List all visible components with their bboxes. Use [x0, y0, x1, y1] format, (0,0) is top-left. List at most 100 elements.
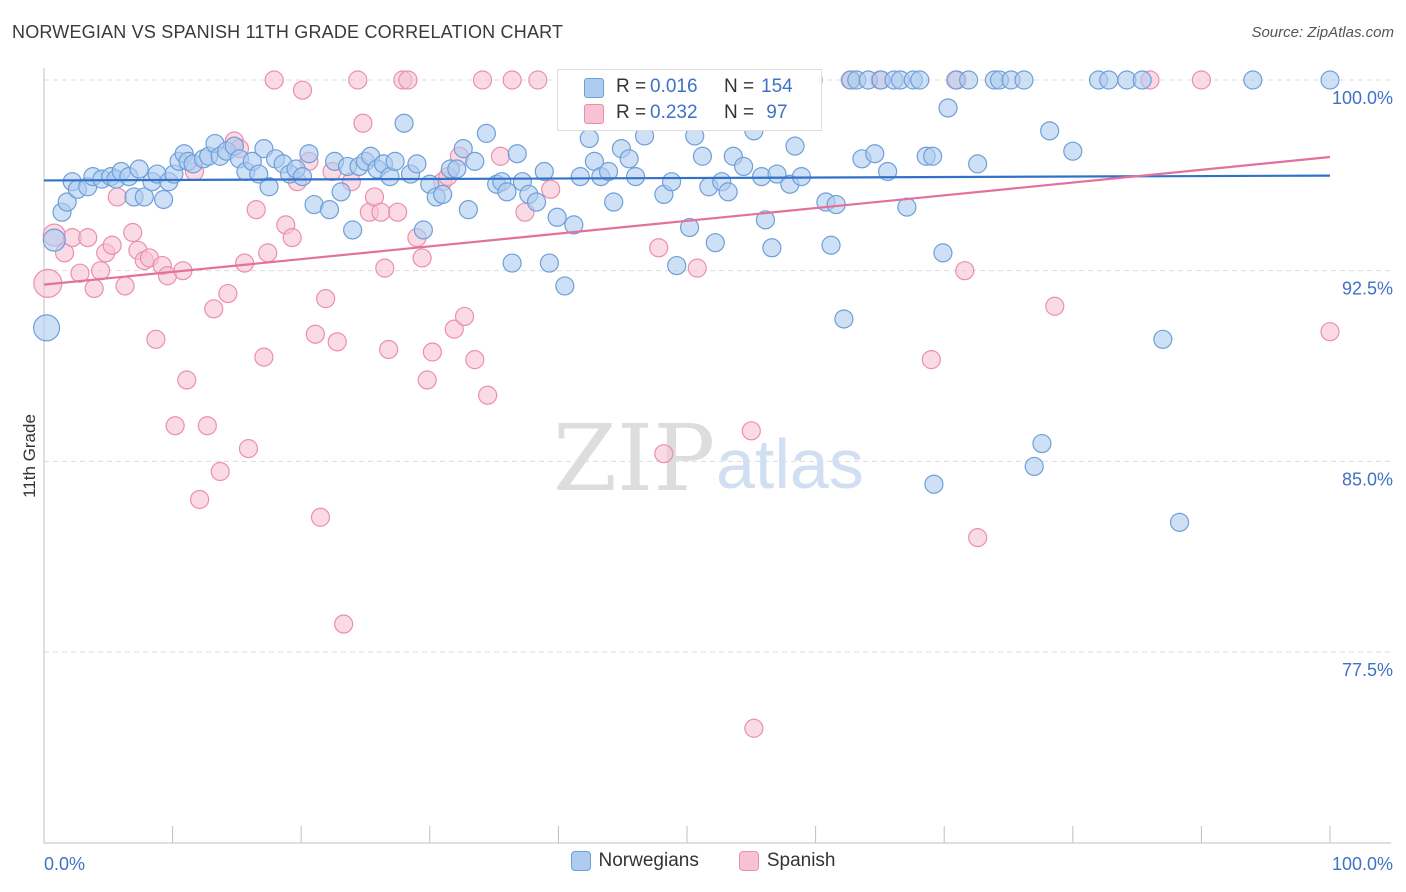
norwegians-point	[299, 144, 319, 164]
norwegians-point	[539, 253, 559, 273]
spanish-point	[502, 70, 522, 90]
legend-n-value-spanish: 97	[761, 102, 788, 123]
norwegians-point	[705, 233, 725, 253]
spanish-point	[1045, 296, 1065, 316]
norwegians-point	[129, 159, 149, 179]
y-axis-title: 11th Grade	[20, 414, 39, 498]
norwegians-point	[897, 197, 917, 217]
legend-row-norwegians: R = 0.016 N = 154	[558, 74, 821, 100]
norwegians-point	[1099, 70, 1119, 90]
spanish-point	[417, 370, 437, 390]
spanish-point	[388, 202, 408, 222]
norwegians-point	[1132, 70, 1152, 90]
spanish-point	[1320, 322, 1340, 342]
x-tick-label-min: 0.0%	[44, 854, 85, 874]
norwegians-point	[497, 182, 517, 202]
norwegians-point	[570, 167, 590, 187]
spanish-point	[204, 299, 224, 319]
spanish-point	[541, 179, 561, 199]
norwegians-point	[834, 309, 854, 329]
norwegians-point	[394, 113, 414, 133]
spanish-point	[78, 228, 98, 248]
norwegians-point	[625, 167, 646, 187]
norwegians-point	[878, 161, 898, 182]
spanish-point	[115, 276, 135, 296]
norwegians-point	[865, 144, 885, 164]
spanish-point	[379, 339, 399, 360]
norwegians-point	[385, 151, 405, 171]
norwegians-point	[1169, 512, 1190, 532]
norwegians-point	[319, 200, 340, 220]
norwegians-point	[923, 146, 943, 166]
trend-line-norwegians	[43, 174, 1331, 182]
norwegians-point	[526, 192, 547, 212]
spanish-point	[1191, 70, 1212, 90]
spanish-point	[649, 238, 669, 258]
norwegians-point	[564, 215, 584, 235]
spanish-point	[70, 263, 90, 283]
axes	[43, 68, 1391, 844]
legend-r-label: R =	[616, 76, 647, 97]
norwegians-point	[762, 238, 782, 258]
spanish-point	[921, 350, 941, 370]
spanish-point	[210, 461, 230, 482]
norwegians-point	[959, 70, 979, 90]
series-legend: Norwegians Spanish	[0, 850, 1406, 872]
y-tick-label-0: 77.5%	[1342, 660, 1393, 680]
norwegians-point	[755, 210, 776, 230]
y-tick-label-3: 100.0%	[1332, 88, 1393, 108]
norwegians-point	[534, 161, 554, 182]
spanish-point	[444, 319, 464, 339]
legend-item-spanish[interactable]: Spanish	[738, 850, 836, 872]
x-tick-marks	[43, 826, 1331, 843]
norwegians-point	[447, 159, 467, 179]
spanish-point	[102, 235, 122, 255]
spanish-point	[398, 70, 418, 90]
norwegians-point	[331, 182, 351, 202]
legend-swatch-blue	[584, 78, 604, 98]
spanish-point	[375, 258, 395, 278]
norwegians-point	[458, 200, 478, 220]
spanish-point	[218, 283, 238, 304]
norwegians-point	[968, 154, 988, 174]
norwegians-point	[547, 207, 567, 227]
legend-r-value-norwegians: 0.016	[650, 76, 698, 97]
spanish-point	[371, 202, 391, 222]
spanish-point	[258, 243, 278, 263]
spanish-point	[334, 614, 354, 634]
spanish-point	[741, 421, 761, 441]
norwegians-point	[476, 123, 496, 143]
spanish-point	[955, 261, 975, 281]
legend-r-value-spanish: 0.232	[650, 102, 698, 123]
spanish-point	[454, 306, 475, 327]
spanish-point	[348, 70, 368, 90]
norwegians-point	[619, 149, 639, 169]
y-tick-label-2: 92.5%	[1342, 279, 1393, 299]
norwegians-point	[1063, 141, 1083, 161]
watermark-atlas: atlas	[716, 425, 864, 503]
norwegians-point	[579, 128, 599, 149]
norwegians-point	[555, 276, 575, 296]
spanish-point	[310, 507, 331, 527]
spanish-point	[412, 248, 432, 268]
legend-row-spanish: R = 0.232 N = 97	[558, 100, 821, 126]
norwegians-point	[259, 177, 279, 197]
legend-item-norwegians[interactable]: Norwegians	[570, 850, 699, 872]
norwegians-point	[453, 139, 473, 159]
norwegians-point	[1024, 456, 1044, 477]
x-tick-label-max: 100.0%	[1332, 854, 1393, 874]
norwegians-point	[57, 192, 77, 212]
legend-n-label: N =	[724, 102, 755, 123]
norwegians-point	[1032, 433, 1052, 454]
norwegians-point	[679, 217, 700, 238]
legend-n-label: N =	[724, 76, 755, 97]
spanish-point	[177, 370, 197, 390]
legend-swatch-pink	[584, 104, 604, 124]
chart-title: NORWEGIAN VS SPANISH 11TH GRADE CORRELAT…	[12, 22, 564, 42]
spanish-point	[190, 489, 210, 510]
spanish-point	[197, 416, 217, 436]
spanish-point	[654, 444, 674, 464]
norwegians-point	[433, 184, 453, 204]
y-tick-labels: 77.5% 85.0% 92.5% 100.0%	[1332, 88, 1393, 680]
spanish-point	[744, 718, 764, 738]
